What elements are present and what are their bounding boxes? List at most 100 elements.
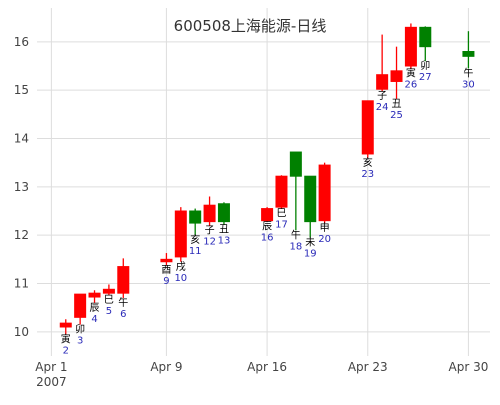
candle	[404, 23, 417, 69]
candle-body	[217, 203, 230, 223]
candle-day-label: 2	[63, 345, 69, 356]
candle-day-label: 16	[261, 233, 274, 244]
candle-day-label: 27	[419, 72, 432, 83]
y-tick-label: 13	[14, 180, 29, 194]
candle-branch-label: 寅	[406, 66, 416, 79]
candle-day-label: 13	[218, 236, 231, 247]
candle	[88, 290, 101, 303]
candle-body	[462, 51, 475, 57]
x-tick-label: Apr 30	[449, 360, 489, 374]
candle-body	[419, 26, 432, 48]
candle-branch-label: 午	[118, 296, 128, 309]
candle-day-label: 19	[304, 249, 317, 260]
candle-branch-label: 午	[463, 66, 473, 79]
candle-layer	[59, 23, 475, 335]
candle-body	[361, 100, 374, 155]
candle	[376, 34, 389, 92]
candle-body	[174, 210, 187, 258]
candle-body	[376, 74, 389, 90]
candle-body	[289, 151, 302, 177]
candle	[304, 175, 317, 238]
candle-body	[189, 210, 202, 224]
candle	[59, 319, 72, 335]
y-tick-label: 11	[14, 277, 29, 291]
y-tick-label: 14	[14, 132, 29, 146]
y-tick-label: 12	[14, 228, 29, 242]
candle-branch-label: 午	[291, 228, 301, 241]
candle-branch-label: 子	[205, 225, 215, 237]
candle-branch-label: 辰	[90, 302, 100, 314]
candle-day-label: 5	[106, 306, 112, 317]
candle-branch-label: 未	[305, 237, 315, 249]
candle-day-label: 23	[361, 169, 374, 180]
candle-body	[160, 258, 173, 263]
candle-day-label: 26	[405, 79, 418, 90]
chart-title: 600508上海能源-日线	[174, 17, 327, 35]
x-tick-year-label: 2007	[36, 375, 67, 389]
candle-body	[74, 293, 87, 318]
candle-day-label: 25	[390, 110, 403, 121]
candle	[160, 253, 173, 266]
candle-branch-label: 卯	[75, 324, 85, 336]
candle-branch-label: 亥	[363, 156, 373, 169]
candle-day-label: 20	[318, 234, 331, 245]
candle-branch-label: 卯	[420, 60, 430, 72]
y-tick-label: 16	[14, 35, 29, 49]
candle-body	[404, 26, 417, 67]
candle	[275, 175, 288, 209]
candle	[462, 31, 475, 69]
candle	[318, 162, 331, 224]
y-tick-label: 10	[14, 325, 29, 339]
candle-branch-label: 丑	[392, 99, 402, 110]
candle-day-label: 4	[91, 314, 97, 325]
candle-branch-label: 亥	[190, 233, 200, 246]
candle-day-label: 24	[376, 102, 389, 113]
candle-branch-label: 巳	[276, 208, 286, 220]
candle-day-label: 3	[77, 336, 83, 347]
candle-body	[304, 175, 317, 223]
candle-body	[88, 292, 101, 298]
candle-body	[261, 208, 274, 222]
candle	[189, 208, 202, 236]
candle-branch-label: 酉	[161, 265, 171, 276]
candle-day-label: 6	[120, 309, 126, 320]
candle-branch-label: 子	[377, 90, 387, 102]
candle-branch-label: 戌	[176, 260, 186, 273]
candle-body	[318, 164, 331, 222]
candle-branch-label: 寅	[61, 332, 71, 345]
candle-branch-label: 巳	[104, 294, 114, 306]
candle	[261, 207, 274, 222]
candle-body	[59, 322, 72, 328]
candle	[217, 202, 230, 225]
candle	[117, 258, 130, 298]
candle-body	[390, 70, 403, 82]
x-tick-label: Apr 9	[150, 360, 182, 374]
candle	[289, 151, 302, 231]
candle-day-label: 10	[174, 273, 187, 284]
candle	[74, 293, 87, 325]
candle-branch-label: 辰	[262, 221, 272, 233]
candle-day-label: 11	[189, 246, 202, 257]
candle-day-label: 12	[203, 237, 216, 248]
candle-body	[117, 266, 130, 294]
candle-branch-label: 申	[320, 221, 330, 234]
x-tick-label: Apr 1	[35, 360, 67, 374]
candle-day-label: 9	[163, 276, 169, 287]
candle-day-label: 30	[462, 79, 475, 90]
y-tick-label: 15	[14, 83, 29, 97]
candle-body	[203, 204, 216, 223]
candle	[174, 207, 187, 262]
candle	[203, 196, 216, 226]
candle	[102, 284, 115, 296]
candle-branch-label: 丑	[219, 225, 229, 236]
candle-day-label: 17	[275, 220, 288, 231]
candle	[390, 46, 403, 99]
candle-body	[275, 175, 288, 208]
candle	[361, 100, 374, 158]
candle-day-label: 18	[289, 241, 302, 252]
x-tick-label: Apr 23	[348, 360, 388, 374]
